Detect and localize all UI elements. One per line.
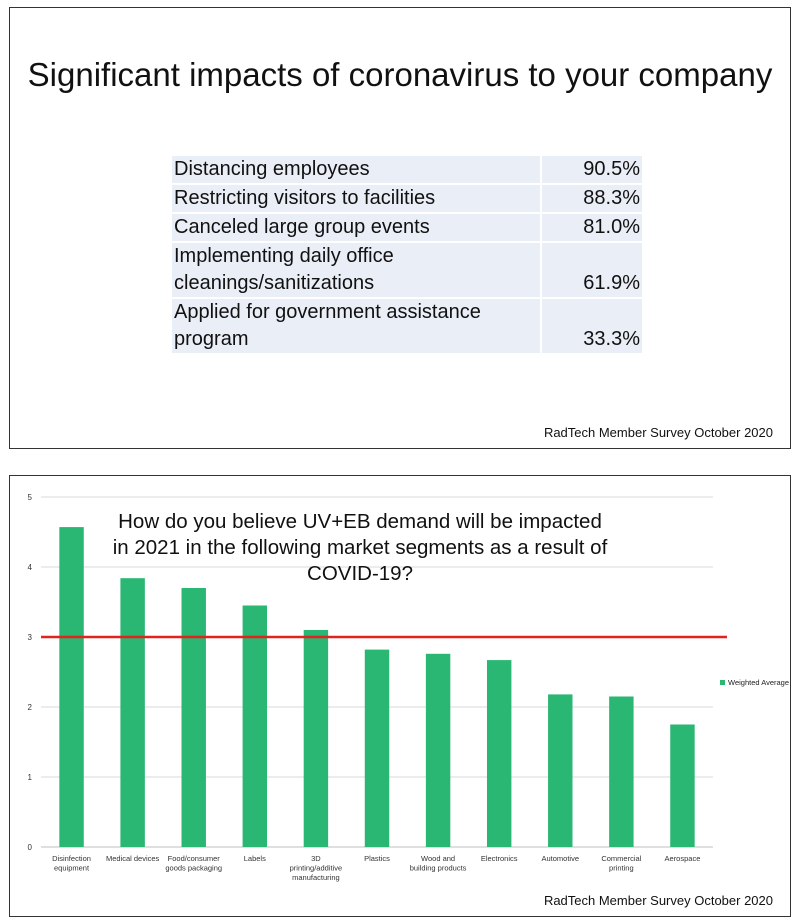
x-tick-label: Plastics [364,854,390,863]
x-tick-label: Food/consumer goods packaging [165,854,222,873]
table-row: Restricting visitors to facilities 88.3% [172,185,642,214]
bar [59,527,84,847]
source-note: RadTech Member Survey October 2020 [543,425,773,440]
source-note: RadTech Member Survey October 2020 [543,893,773,908]
impact-label: Implementing daily office cleanings/sani… [172,243,542,299]
bar [548,694,573,847]
x-tick-label: Disinfection equipment [52,854,91,873]
y-tick-label: 0 [28,843,33,852]
bar [425,653,451,847]
impact-value: 90.5% [542,156,642,185]
impact-value: 81.0% [542,214,642,243]
impact-label: Canceled large group events [172,214,542,243]
legend-swatch [720,680,725,685]
x-tick-label: Labels [244,854,266,863]
x-tick-label: Wood and building products [410,854,467,873]
bar [609,696,634,847]
table-row: Implementing daily office cleanings/sani… [172,243,642,299]
bar [181,588,206,847]
bar [120,578,145,847]
bar [242,605,268,847]
slide-demand-chart: 0 1 2 3 4 5 Disinfection equipment Medical devic… [9,475,791,917]
impact-value: 33.3% [542,299,642,355]
slide-impacts: Significant impacts of coronavirus to yo… [9,7,791,449]
y-tick-label: 2 [28,703,33,712]
x-tick-label: Medical devices [106,854,160,863]
x-tick-label: Electronics [481,854,518,863]
chart-legend: Weighted Average [720,678,789,687]
bar [486,660,512,847]
y-tick-label: 1 [28,773,33,782]
impact-value: 88.3% [542,185,642,214]
bar [303,630,329,847]
slide-title: Significant impacts of coronavirus to yo… [27,56,773,93]
impacts-table: Distancing employees 90.5% Restricting vis… [172,156,642,355]
impact-label: Restricting visitors to facilities [172,185,542,214]
x-tick-label: Automotive [542,854,580,863]
impact-label: Distancing employees [172,156,542,185]
y-tick-label: 5 [28,493,33,502]
y-tick-label: 4 [28,563,33,572]
table-row: Applied for government assistance progra… [172,299,642,355]
bar-chart: 0 1 2 3 4 5 Disinfection equipment Medical devic… [28,493,727,882]
y-tick-label: 3 [28,633,33,642]
table-row: Canceled large group events 81.0% [172,214,642,243]
bar [364,649,390,847]
chart-title: How do you believe UV+EB demand will be … [112,510,608,585]
x-tick-label: 3D printing/additive manufacturing [290,854,343,882]
x-tick-label: Commercial printing [601,854,641,873]
bar [670,724,695,847]
impact-label: Applied for government assistance progra… [172,299,542,355]
x-tick-label: Aerospace [665,854,701,863]
table-row: Distancing employees 90.5% [172,156,642,185]
impact-value: 61.9% [542,243,642,299]
legend-label: Weighted Average [728,678,790,687]
